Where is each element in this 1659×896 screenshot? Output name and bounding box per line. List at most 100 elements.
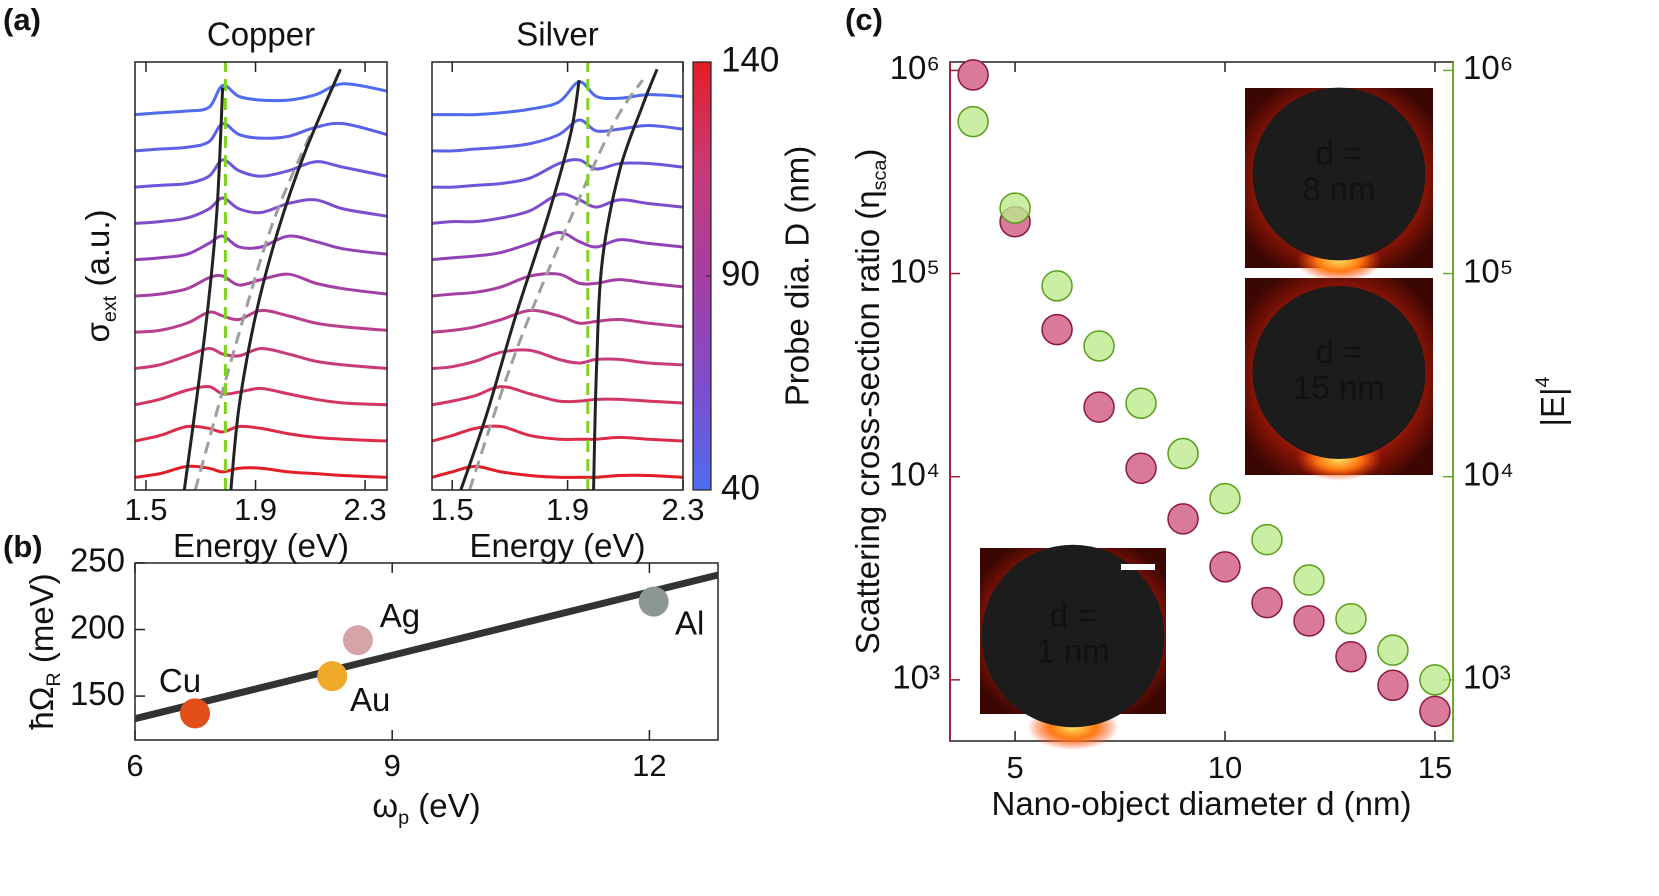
y-tick-label: 10³ [892,659,940,696]
series-line [134,272,388,298]
y-tick-label: 10⁴ [1463,455,1514,492]
data-point [1419,695,1451,728]
series-line [431,192,684,225]
panel-label: (c) [845,2,883,37]
series-line [134,234,388,262]
series-line [431,118,684,153]
y-axis-label-part: R [43,672,65,686]
inset-label: 1 nm [1036,633,1109,670]
data-point [317,661,348,692]
data-point [957,105,989,138]
x-tick-label: 1.9 [546,492,589,527]
y-tick-label: 10⁶ [890,49,940,86]
x-tick-label: 5 [1006,750,1023,785]
y-tick-label: 200 [70,608,125,645]
colorbar-tick-label: 140 [721,40,779,79]
plot-area [431,62,684,491]
inset-particle [1252,87,1426,261]
colorbar-tick-label: 40 [721,468,760,507]
x-axis-label: Energy (eV) [469,527,645,564]
y-tick-label: 10⁶ [1463,49,1513,86]
plot-frame [134,562,719,741]
series-line [431,424,684,443]
inset: d =15 nm [1245,278,1433,481]
y-axis-label-part: (a.u.) [79,210,116,296]
x-axis-label-part: Energy (eV) [173,527,349,564]
y-tick-label: 10⁴ [889,455,940,492]
series-line [134,347,388,370]
inset-label: d = [1050,597,1097,634]
x-axis-label: ωp (eV) [372,787,480,830]
series-line [134,308,388,334]
x-axis-label-part: (eV) [409,787,481,824]
y2-axis-label: |E|4 [1532,376,1570,426]
panel-label: (a) [3,2,41,37]
y-axis-label-part: sca [869,160,891,191]
data-point [638,586,669,617]
data-point [1293,605,1325,637]
series-line [182,87,225,491]
y2-axis-label-part: |E| [1534,387,1571,426]
inset-particle [1252,286,1426,459]
point-label: Al [675,604,704,641]
data-point [957,59,989,91]
x-tick-label: 1.5 [124,492,167,527]
x-tick-label: 2.3 [661,492,704,527]
y-axis-label-part: Scattering cross-section ratio (η [849,190,886,654]
data-point [1209,482,1241,515]
series-line [432,80,684,117]
series-line [592,68,659,491]
y-axis-label: ħΩR (meV) [23,573,66,729]
inset-label: 8 nm [1302,171,1375,208]
series-line [431,158,684,189]
series-line [431,348,684,370]
y2-axis-label-part: 4 [1532,376,1554,387]
data-point [1377,669,1409,702]
series-line [134,121,388,153]
y-axis-label-part: σ [79,322,116,342]
series-line [134,385,388,407]
y-axis-label-part: ħΩ [23,687,60,730]
data-point [1293,564,1325,596]
data-point [1251,523,1283,556]
data-point [1335,602,1367,635]
data-point [1335,640,1367,673]
series-line [459,79,581,491]
data-point [1209,551,1241,583]
y-tick-label: 150 [70,675,125,712]
colorbar-label: Probe dia. D (nm) [779,146,816,406]
series-line [134,464,388,479]
plot-area [134,62,388,491]
series-line [431,385,684,407]
point-label: Au [350,681,390,718]
y-axis-label-part: ext [99,295,121,322]
series-line [134,424,388,443]
series-line [134,82,388,117]
fit-line [134,571,719,723]
x-tick-label: 1.5 [431,492,474,527]
point-label: Cu [159,662,201,699]
x-tick-label: 1.9 [234,492,277,527]
data-point [1251,586,1283,619]
panel-label: (b) [3,529,43,564]
x-tick-label: 15 [1418,750,1452,785]
data-point [1041,270,1073,302]
point-label: Ag [380,597,420,634]
inset: d =1 nm [980,544,1166,751]
y-axis-label: σext (a.u.) [79,210,122,343]
x-axis-label-part: Energy (eV) [469,527,645,564]
series-line [468,79,644,491]
data-point [1125,387,1157,419]
y-tick-label: 250 [70,542,125,579]
x-tick-label: 2.3 [344,492,387,527]
x-axis-label-part: ω [372,787,398,824]
series-line [431,230,684,262]
series-line [134,196,388,225]
y-axis-label-part: (meV) [23,573,60,672]
scale-bar [1121,564,1155,570]
x-axis-label: Energy (eV) [173,527,349,564]
x-tick-label: 9 [384,748,401,783]
series-line [229,68,342,491]
data-point [999,192,1031,224]
